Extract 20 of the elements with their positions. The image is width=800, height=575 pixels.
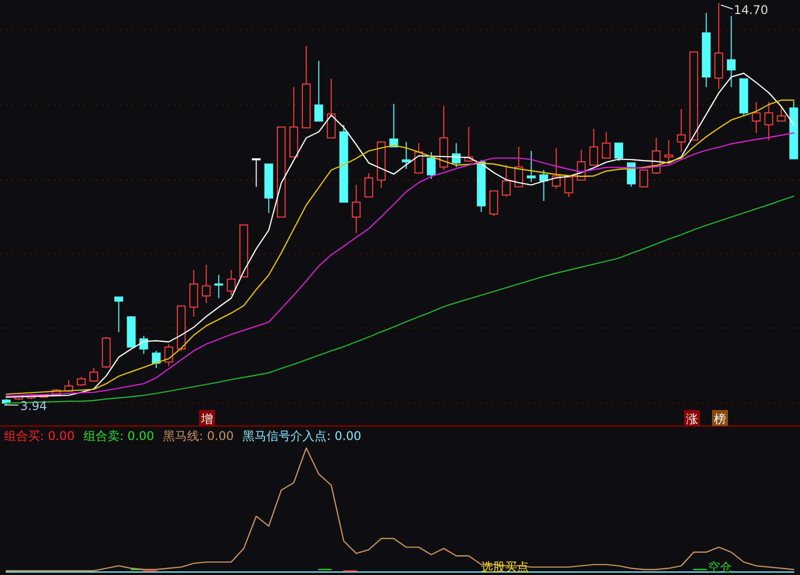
candlestick: [714, 2, 724, 90]
text: 黑马线: 0.00: [163, 429, 234, 443]
candlestick: [752, 102, 761, 134]
text: 增: [200, 412, 213, 426]
candlestick: [726, 16, 736, 88]
text: 榜: [714, 412, 726, 426]
text: 黑马信号介入点: 0.00: [242, 429, 362, 443]
candlestick: [352, 184, 361, 234]
annotation: 空仓: [708, 560, 732, 574]
text: 组合卖: 0.00: [84, 429, 154, 443]
candlestick: [676, 108, 686, 153]
candlestick: [764, 102, 774, 141]
annotation: 3.94: [20, 399, 47, 413]
text: 涨: [686, 412, 698, 426]
annotation: 14.70: [734, 3, 768, 17]
candlestick: [202, 264, 211, 304]
text: 组合买: 0.00: [4, 429, 75, 443]
candlestick: [702, 12, 711, 88]
candlestick: [189, 270, 198, 318]
candlestick: [214, 274, 224, 299]
